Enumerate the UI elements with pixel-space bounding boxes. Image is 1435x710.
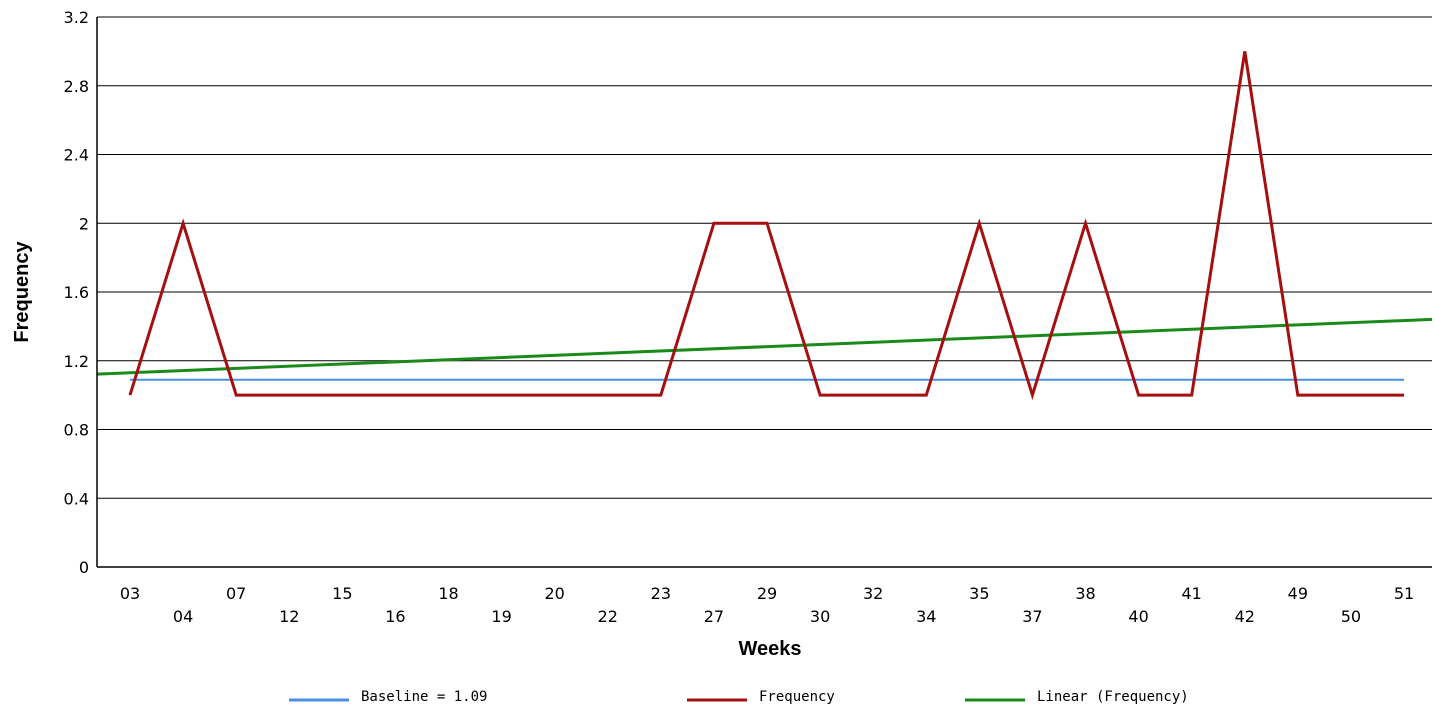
y-tick-label: 2.8 xyxy=(64,77,89,96)
x-tick-label: 12 xyxy=(279,607,299,626)
x-tick-label: 07 xyxy=(226,584,246,603)
x-tick-label: 15 xyxy=(332,584,352,603)
y-tick-label: 0.8 xyxy=(64,421,89,440)
x-tick-label: 42 xyxy=(1235,607,1255,626)
y-axis-ticks: 0 0.4 0.8 1.2 1.6 2 2.4 2.8 3.2 xyxy=(64,8,89,577)
legend-label: Baseline = 1.09 xyxy=(361,689,487,705)
x-tick-label: 04 xyxy=(173,607,193,626)
y-tick-label: 2.4 xyxy=(64,146,89,165)
series-line-2 xyxy=(96,317,1433,376)
x-axis-title: Weeks xyxy=(738,638,801,660)
y-tick-label: 3.2 xyxy=(64,8,89,27)
x-tick-label: 49 xyxy=(1288,584,1308,603)
x-tick-label: 38 xyxy=(1075,584,1095,603)
gridlines xyxy=(97,16,1432,499)
y-tick-label: 1.2 xyxy=(64,352,89,371)
series-lines xyxy=(96,51,1433,401)
x-tick-label: 40 xyxy=(1128,607,1148,626)
y-tick-label: 0 xyxy=(79,558,89,577)
legend: Baseline = 1.09 Frequency Linear (Frequenc… xyxy=(289,689,1189,705)
legend-label: Linear (Frequency) xyxy=(1037,689,1189,705)
y-axis-title: Frequency xyxy=(11,241,33,343)
x-tick-label: 37 xyxy=(1022,607,1042,626)
x-tick-label: 29 xyxy=(757,584,777,603)
x-tick-label: 50 xyxy=(1341,607,1361,626)
x-tick-label: 22 xyxy=(598,607,618,626)
y-tick-label: 2 xyxy=(79,214,89,233)
x-tick-label: 34 xyxy=(916,607,936,626)
x-tick-label: 16 xyxy=(385,607,405,626)
series-line-1 xyxy=(128,51,1404,401)
x-tick-label: 19 xyxy=(491,607,511,626)
legend-label: Frequency xyxy=(759,689,835,705)
x-tick-label: 23 xyxy=(651,584,671,603)
x-tick-label: 30 xyxy=(810,607,830,626)
y-tick-label: 1.6 xyxy=(64,283,89,302)
x-tick-label: 27 xyxy=(704,607,724,626)
x-tick-label: 51 xyxy=(1394,584,1414,603)
x-axis-ticks: 03 04 07 12 15 16 18 19 20 22 23 27 29 30 32 34 35 37 38 40… xyxy=(120,584,1414,626)
y-tick-label: 0.4 xyxy=(64,489,89,508)
x-tick-label: 41 xyxy=(1181,584,1201,603)
x-tick-label: 32 xyxy=(863,584,883,603)
x-tick-label: 35 xyxy=(969,584,989,603)
x-tick-label: 20 xyxy=(544,584,564,603)
x-tick-label: 18 xyxy=(438,584,458,603)
x-tick-label: 03 xyxy=(120,584,140,603)
